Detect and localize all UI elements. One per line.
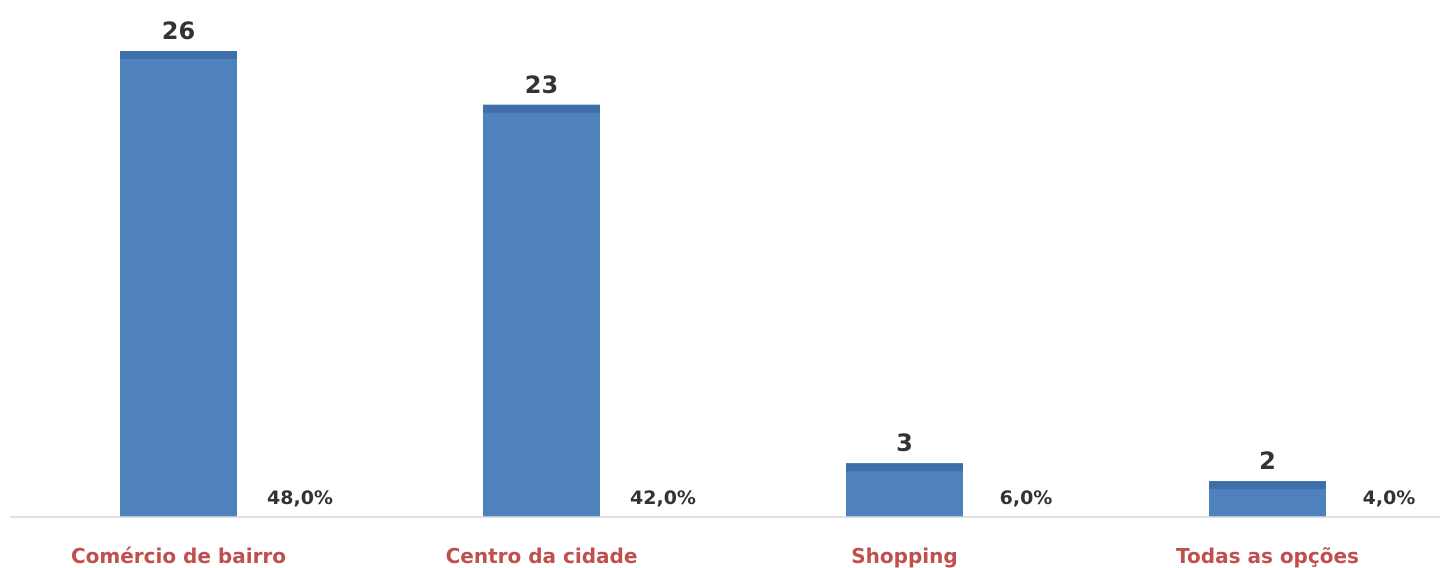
category-label-2: Shopping xyxy=(851,544,957,568)
bar-cap-0 xyxy=(120,51,237,59)
category-label-0: Comércio de bairro xyxy=(71,544,286,568)
percent-label-0: 48,0% xyxy=(267,487,333,509)
percent-label-3: 4,0% xyxy=(1363,487,1416,509)
bars-group xyxy=(120,51,1326,518)
value-label-3: 2 xyxy=(1259,447,1276,475)
value-label-2: 3 xyxy=(896,429,913,457)
value-label-1: 23 xyxy=(525,71,558,99)
percent-label-1: 42,0% xyxy=(630,487,696,509)
bar-cap-2 xyxy=(846,463,963,472)
category-label-3: Todas as opções xyxy=(1176,544,1359,568)
category-label-1: Centro da cidade xyxy=(446,544,638,568)
percent-label-2: 6,0% xyxy=(1000,487,1053,509)
bar-cap-1 xyxy=(483,104,600,113)
bar-0 xyxy=(120,51,237,517)
bar-cap-3 xyxy=(1209,481,1326,490)
bar-2 xyxy=(846,463,963,517)
value-label-0: 26 xyxy=(162,17,195,45)
bar-1 xyxy=(483,104,600,518)
